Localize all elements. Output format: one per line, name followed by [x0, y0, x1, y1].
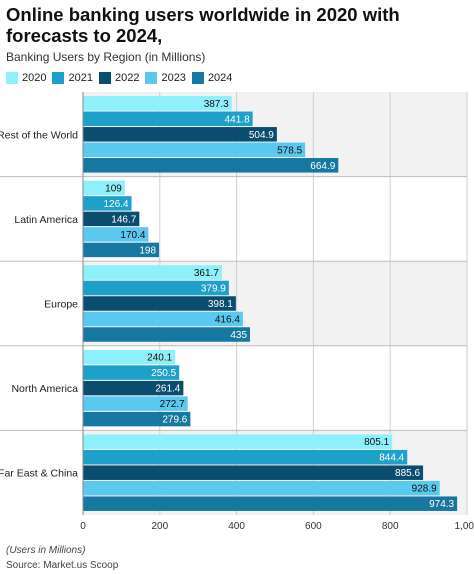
bar — [83, 349, 176, 365]
x-tick-label: 600 — [305, 521, 322, 532]
bar — [83, 465, 424, 480]
data-label: 844.4 — [379, 453, 404, 464]
x-tick-label: 0 — [80, 521, 86, 532]
data-label: 928.9 — [412, 484, 437, 495]
data-label: 387.3 — [204, 99, 229, 110]
data-label: 441.8 — [225, 114, 250, 125]
bar — [83, 180, 125, 196]
legend: 2020 2021 2022 2023 2024 — [6, 72, 232, 84]
chart-title: Online banking users worldwide in 2020 w… — [6, 4, 400, 46]
data-label: 250.5 — [151, 368, 176, 379]
data-label: 126.4 — [104, 199, 129, 210]
data-label: 379.9 — [201, 284, 226, 295]
bar — [83, 365, 180, 380]
bar — [83, 227, 149, 242]
bar — [83, 196, 132, 211]
bar — [83, 411, 191, 427]
category-label: Rest of the World — [0, 129, 78, 141]
legend-swatch — [191, 72, 204, 84]
bar — [83, 280, 229, 296]
bar — [83, 211, 140, 227]
bar — [83, 127, 277, 142]
x-tick-label: 400 — [228, 521, 245, 532]
data-label: 240.1 — [147, 353, 172, 364]
data-label: 416.4 — [215, 315, 240, 326]
data-label: 198 — [139, 245, 156, 256]
bar — [83, 242, 160, 258]
data-label: 885.6 — [395, 468, 420, 479]
data-label: 805.1 — [364, 437, 389, 448]
bar — [83, 311, 243, 327]
category-label: Latin America — [14, 214, 78, 226]
chart-subtitle: Banking Users by Region (in Millions) — [6, 50, 206, 64]
legend-item-2022: 2022 — [98, 72, 140, 84]
bar — [83, 111, 253, 127]
bar — [83, 327, 251, 342]
category-label: Europe — [44, 299, 78, 311]
data-label: 261.4 — [155, 384, 180, 395]
legend-swatch — [145, 72, 158, 84]
category-label: North America — [11, 383, 78, 395]
data-label: 361.7 — [194, 268, 219, 279]
category-label: Far East & China — [0, 468, 78, 480]
bar — [83, 480, 440, 496]
legend-label: 2020 — [22, 72, 47, 84]
x-tick-label: 200 — [151, 521, 168, 532]
legend-swatch — [98, 72, 111, 84]
x-tick-label: 800 — [382, 521, 399, 532]
x-tick-label: 1,000 — [454, 521, 474, 532]
bar — [83, 265, 222, 280]
legend-label: 2023 — [161, 72, 186, 84]
legend-item-2020: 2020 — [6, 72, 46, 84]
source-note: Source: Market.us Scoop — [6, 560, 119, 571]
data-label: 398.1 — [208, 299, 233, 310]
legend-label: 2024 — [207, 72, 233, 84]
bar-chart: 0 200 400 600 800 1,000 Rest of the World 387.3… — [0, 92, 474, 532]
data-label: 664.9 — [310, 161, 335, 172]
bar — [83, 158, 339, 173]
data-label: 435 — [230, 330, 247, 341]
data-label: 504.9 — [249, 130, 274, 141]
legend-label: 2021 — [68, 72, 93, 84]
bar — [83, 496, 458, 511]
bar — [83, 434, 393, 449]
bar — [83, 396, 188, 411]
data-label: 279.6 — [162, 415, 187, 426]
data-label: 170.4 — [120, 230, 145, 241]
legend-item-2024: 2024 — [191, 72, 233, 84]
bar — [83, 449, 408, 465]
data-label: 272.7 — [160, 399, 185, 410]
data-label: 974.3 — [429, 499, 454, 510]
bar — [83, 296, 236, 311]
footnote: (Users in Millions) — [6, 545, 86, 556]
bar — [83, 380, 184, 396]
legend-item-2021: 2021 — [52, 72, 93, 84]
legend-swatch — [52, 72, 65, 84]
bar — [83, 142, 306, 158]
legend-swatch — [6, 72, 18, 84]
bar — [83, 96, 232, 111]
data-label: 146.7 — [111, 214, 136, 225]
legend-item-2023: 2023 — [145, 72, 186, 84]
legend-label: 2022 — [114, 72, 140, 84]
data-label: 109 — [105, 183, 122, 194]
data-label: 578.5 — [277, 145, 302, 156]
